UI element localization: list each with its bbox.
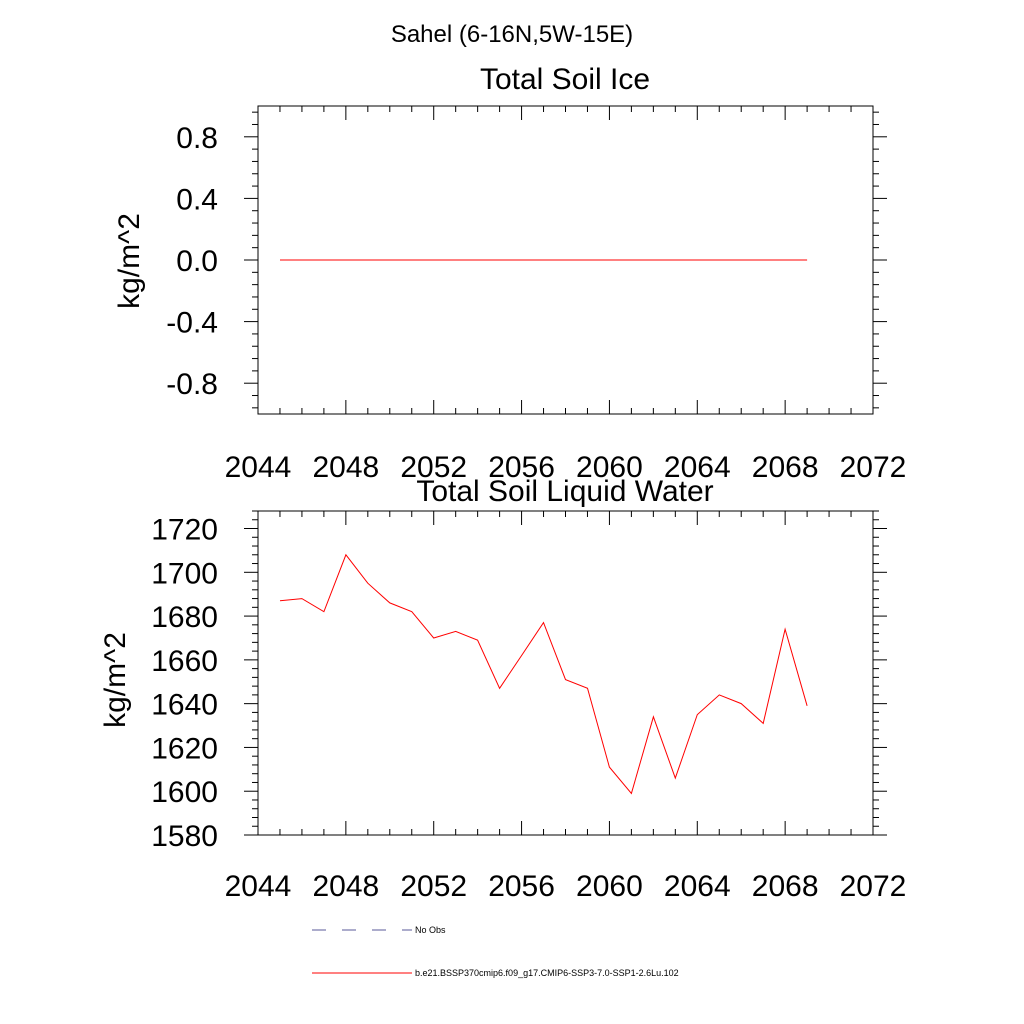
x-tick-label: 2044	[225, 451, 292, 484]
x-tick-label: 2068	[752, 451, 819, 484]
x-tick-label: 2072	[840, 451, 907, 484]
y-tick-label: 1660	[151, 645, 218, 678]
y-tick-label: 0.0	[176, 245, 218, 278]
y-tick-label: 1600	[151, 776, 218, 809]
legend: No Obs b.e21.BSSP370cmip6.f09_g17.CMIP6-…	[312, 925, 679, 978]
x-tick-label: 2052	[400, 451, 467, 484]
series-line	[279, 553, 808, 795]
y-tick-label: 1580	[151, 820, 218, 853]
x-tick-label: 2048	[312, 451, 379, 484]
y-tick-label: 0.4	[176, 183, 218, 216]
figure-suptitle: Sahel (6-16N,5W-15E)	[391, 21, 633, 48]
panel-total-soil-liquid-water: Total Soil Liquid Water kg/m^2 2044 2048 2…	[99, 475, 906, 903]
y-tick-label: -0.8	[166, 368, 218, 401]
y-tick-label: 1720	[151, 514, 218, 547]
legend-label-no-obs: No Obs	[415, 925, 446, 935]
legend-label-model-run: b.e21.BSSP370cmip6.f09_g17.CMIP6-SSP3-7.…	[415, 968, 679, 978]
y-tick-label: 1620	[151, 732, 218, 765]
panel-total-soil-ice: Total Soil Ice kg/m^2 2044 2048 2052 2056 20…	[113, 63, 906, 484]
y-axis-label: kg/m^2	[113, 213, 146, 309]
panel-title: Total Soil Ice	[480, 63, 650, 96]
y-tick-label: 0.8	[176, 122, 218, 155]
x-tick-label: 2072	[840, 870, 907, 903]
x-tick-label: 2056	[488, 870, 555, 903]
x-tick-label: 2056	[488, 451, 555, 484]
x-tick-label: 2048	[312, 870, 379, 903]
plot-frame	[257, 510, 874, 836]
x-tick-label: 2064	[664, 870, 731, 903]
x-tick-label: 2068	[752, 870, 819, 903]
y-axis-label: kg/m^2	[99, 632, 132, 728]
y-tick-label: -0.4	[166, 307, 218, 340]
x-tick-label: 2052	[400, 870, 467, 903]
panel-title: Total Soil Liquid Water	[416, 475, 713, 508]
x-tick-label: 2060	[576, 870, 643, 903]
x-tick-label: 2060	[576, 451, 643, 484]
y-tick-label: 1700	[151, 557, 218, 590]
y-tick-label: 1640	[151, 689, 218, 722]
y-tick-label: 1680	[151, 601, 218, 634]
x-tick-label: 2064	[664, 451, 731, 484]
x-tick-label: 2044	[225, 870, 292, 903]
